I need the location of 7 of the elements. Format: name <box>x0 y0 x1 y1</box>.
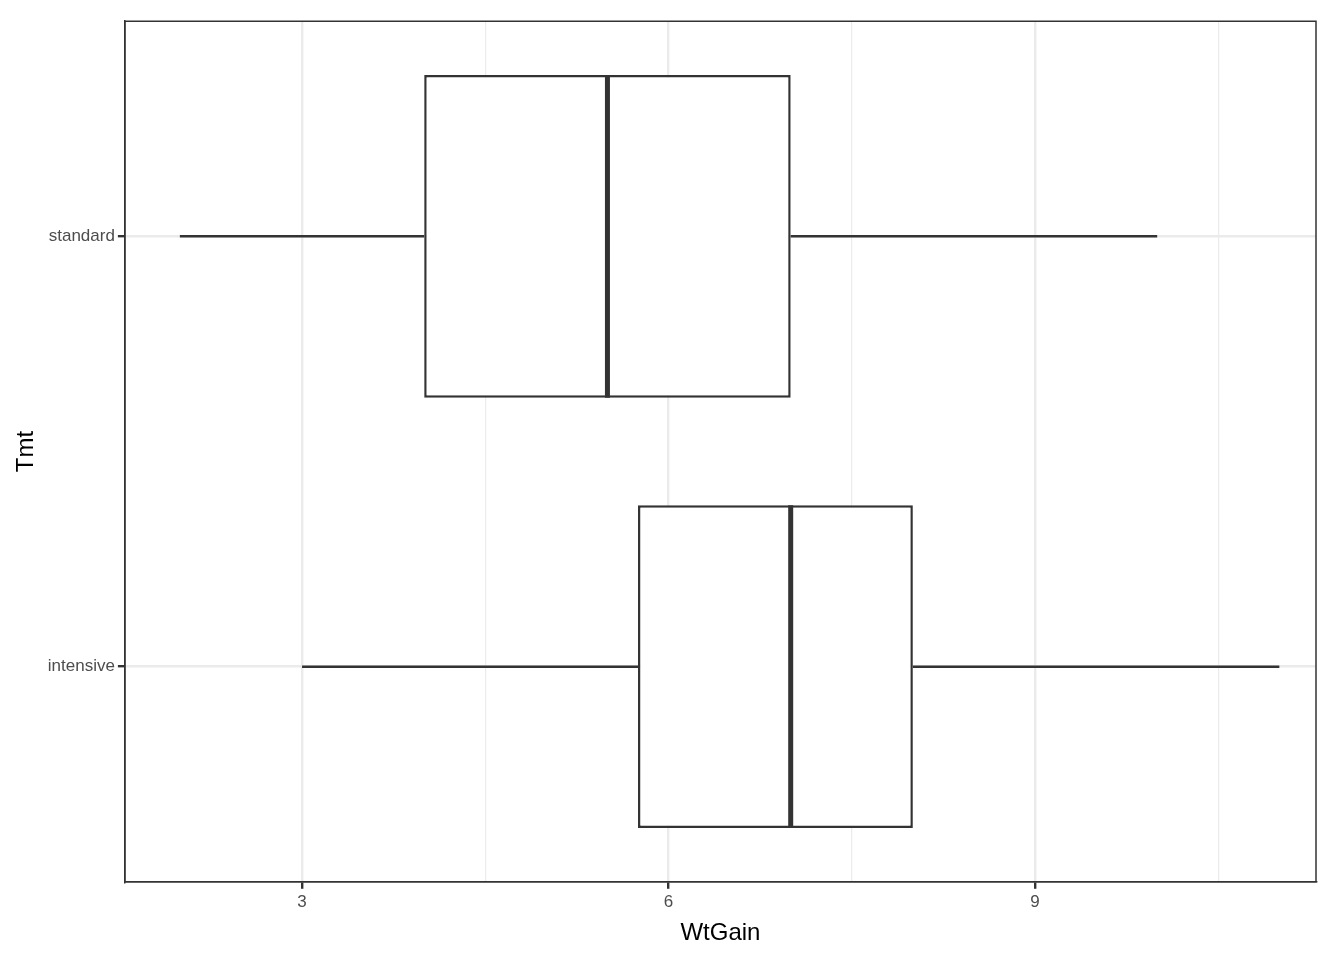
y-tick-label: standard <box>48 226 115 246</box>
x-tick-label: 3 <box>297 891 307 911</box>
y-axis-title: Tmt <box>11 430 39 473</box>
x-tick-label: 9 <box>1030 891 1040 911</box>
y-tick-label: intensive <box>47 656 115 676</box>
x-axis-title: WtGain <box>680 918 761 946</box>
x-tick-label: 6 <box>663 891 674 911</box>
